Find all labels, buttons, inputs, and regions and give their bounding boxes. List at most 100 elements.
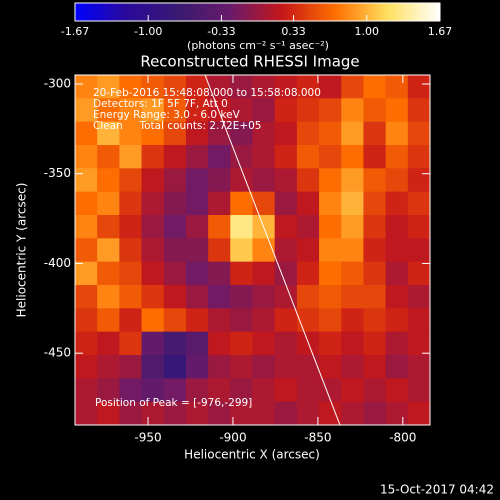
pixel: [141, 308, 165, 332]
peak-label: Position of Peak = [-976,-299]: [95, 397, 252, 409]
pixel: [185, 168, 209, 192]
colorbar-tick-label: -0.33: [207, 25, 235, 38]
pixel: [407, 261, 430, 286]
y-tick-label: -350: [44, 166, 71, 180]
pixel: [185, 355, 209, 379]
pixel: [274, 355, 298, 379]
annotation: Clean Total counts: 2.72E+05: [93, 120, 262, 132]
pixel: [97, 308, 120, 332]
annotation: 20-Feb-2016 15:48:08.000 to 15:58:08.000: [93, 87, 321, 99]
pixel: [163, 355, 187, 379]
pixel: [363, 308, 386, 332]
pixel: [341, 401, 364, 425]
pixel: [252, 121, 275, 146]
pixel: [230, 238, 253, 262]
pixel: [163, 98, 187, 122]
colorbar-tick-label: 1.00: [355, 25, 380, 38]
pixel: [75, 378, 98, 402]
pixel: [163, 75, 187, 99]
pixel: [296, 261, 320, 286]
pixel: [185, 308, 209, 332]
pixel: [319, 238, 342, 262]
pixel: [385, 191, 409, 216]
pixel: [319, 285, 342, 309]
pixel: [75, 75, 98, 99]
pixel: [230, 121, 253, 146]
pixel: [274, 215, 298, 239]
pixel: [185, 145, 209, 169]
pixel: [252, 308, 275, 332]
pixel: [141, 261, 165, 286]
pixel: [385, 215, 409, 239]
pixel: [75, 401, 98, 425]
pixel: [97, 191, 120, 216]
colorbar-tick-label: -1.67: [61, 25, 89, 38]
pixel: [97, 285, 120, 309]
pixel: [75, 355, 98, 379]
y-axis-label: Heliocentric Y (arcsec): [15, 183, 29, 318]
pixel: [230, 401, 253, 425]
pixel: [341, 215, 364, 239]
pixel: [407, 98, 430, 122]
pixel: [119, 378, 142, 402]
pixel: [274, 98, 298, 122]
pixel: [141, 145, 165, 169]
pixel: [119, 191, 142, 216]
pixel: [163, 145, 187, 169]
x-tick-label: -800: [389, 431, 416, 445]
pixel: [141, 378, 165, 402]
pixel: [252, 401, 275, 425]
pixel: [385, 168, 409, 192]
pixel: [407, 75, 430, 99]
pixel: [75, 168, 98, 192]
pixel: [363, 401, 386, 425]
x-tick-label: -950: [134, 431, 161, 445]
pixel: [208, 75, 231, 99]
pixel: [296, 215, 320, 239]
pixel: [407, 238, 430, 262]
colorbar: [74, 2, 441, 22]
pixel: [75, 191, 98, 216]
pixel: [163, 168, 187, 192]
pixel: [252, 98, 275, 122]
pixel: [163, 378, 187, 402]
pixel: [141, 168, 165, 192]
pixel: [274, 75, 298, 99]
pixel: [185, 121, 209, 146]
pixel: [119, 285, 142, 309]
pixel: [296, 378, 320, 402]
pixel: [363, 331, 386, 356]
pixel: [341, 238, 364, 262]
pixel: [230, 191, 253, 216]
pixel: [119, 168, 142, 192]
pixel: [230, 378, 253, 402]
pixel: [341, 191, 364, 216]
pixel: [185, 75, 209, 99]
pixel: [385, 238, 409, 262]
pixel: [141, 121, 165, 146]
y-tick-label: -450: [44, 346, 71, 360]
pixel: [385, 331, 409, 356]
pixel: [363, 238, 386, 262]
pixel: [163, 121, 187, 146]
pixel: [185, 378, 209, 402]
pixel: [185, 238, 209, 262]
pixel: [407, 355, 430, 379]
pixel: [252, 378, 275, 402]
solar-limb: [204, 75, 341, 425]
pixel: [97, 355, 120, 379]
pixel: [163, 191, 187, 216]
pixel: [230, 98, 253, 122]
pixel: [119, 261, 142, 286]
pixel: [252, 331, 275, 356]
pixel: [319, 331, 342, 356]
x-tick-label: -850: [304, 431, 331, 445]
pixel: [296, 75, 320, 99]
pixel: [208, 191, 231, 216]
pixel: [185, 331, 209, 356]
pixel: [230, 308, 253, 332]
pixel: [296, 98, 320, 122]
pixel: [230, 145, 253, 169]
pixel: [230, 331, 253, 356]
